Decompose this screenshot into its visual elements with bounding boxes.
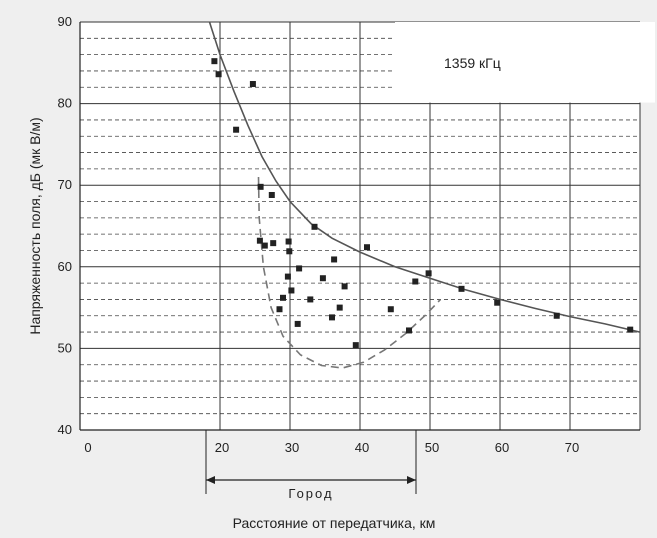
data-point	[233, 126, 240, 133]
y-tick-label: 80	[58, 96, 72, 111]
y-axis-label: Напряженность поля, дБ (мк В/м)	[27, 117, 43, 334]
data-point	[412, 278, 419, 285]
data-point	[627, 326, 634, 333]
y-tick-label: 90	[58, 14, 72, 29]
data-point	[261, 242, 268, 249]
data-point	[387, 306, 394, 313]
data-point	[406, 327, 412, 334]
x-tick-label: 0	[84, 440, 91, 455]
data-point	[364, 244, 370, 251]
x-tick-labels: 0 20 30 40 50 60 70	[84, 440, 579, 455]
data-point	[329, 314, 335, 321]
x-tick-label: 70	[565, 440, 579, 455]
range-label: Город	[288, 486, 333, 501]
data-point	[352, 342, 359, 349]
data-point	[553, 312, 560, 319]
annotation-box	[395, 22, 655, 103]
x-tick-label: 40	[355, 440, 369, 455]
solid-trend-curve	[208, 21, 641, 333]
data-point	[270, 240, 277, 247]
data-point	[341, 283, 348, 290]
data-point	[257, 183, 264, 190]
x-tick-label: 50	[425, 440, 439, 455]
y-tick-labels: 40 50 60 70 80 90	[58, 14, 72, 437]
data-point	[256, 237, 263, 244]
data-point	[215, 71, 222, 78]
data-point	[280, 294, 286, 301]
data-point	[425, 270, 432, 277]
data-point	[286, 248, 293, 255]
data-point	[294, 320, 301, 327]
data-point	[307, 296, 314, 303]
city-range-marker: Город	[205, 430, 417, 501]
data-point	[249, 81, 256, 88]
data-point	[331, 256, 338, 263]
data-point	[296, 265, 303, 272]
data-point	[285, 238, 292, 245]
data-point	[311, 223, 318, 230]
range-arrowhead-right	[407, 476, 416, 484]
data-points	[211, 58, 634, 349]
y-tick-label: 40	[58, 422, 72, 437]
data-point	[276, 306, 283, 313]
data-point	[284, 273, 291, 280]
data-point	[336, 304, 343, 311]
data-point	[268, 191, 275, 198]
data-point	[288, 287, 295, 294]
data-point	[211, 58, 218, 65]
y-tick-label: 50	[58, 340, 72, 355]
data-point	[319, 275, 326, 282]
y-tick-label: 60	[58, 259, 72, 274]
data-point	[494, 299, 501, 306]
dashed-city-curve	[257, 176, 442, 369]
range-arrowhead-left	[206, 476, 215, 484]
x-tick-label: 30	[285, 440, 299, 455]
x-tick-label: 20	[215, 440, 229, 455]
data-point	[458, 285, 465, 292]
x-axis-label: Расстояние от передатчика, км	[233, 515, 436, 531]
x-tick-label: 60	[495, 440, 509, 455]
y-tick-label: 70	[58, 177, 72, 192]
frequency-annotation: 1359 кГц	[444, 55, 501, 71]
